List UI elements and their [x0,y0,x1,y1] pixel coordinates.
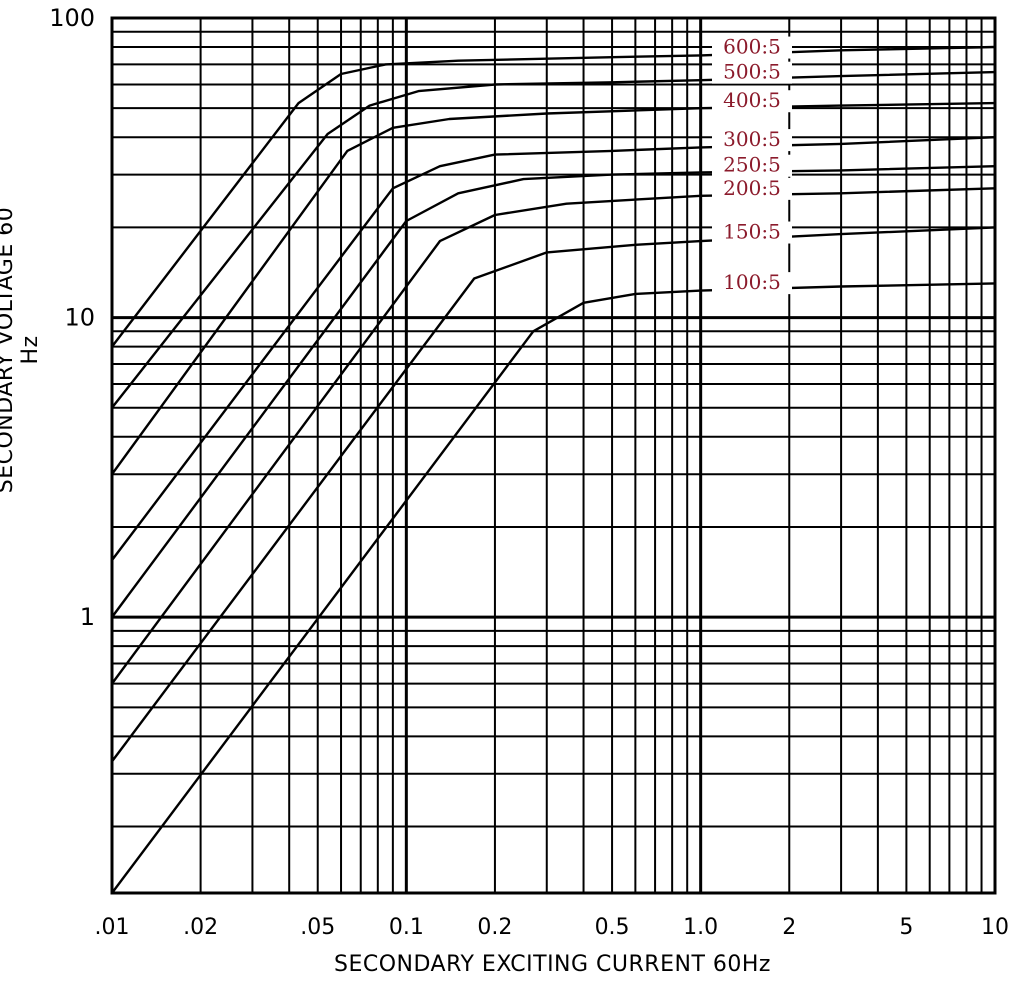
series-label: 150:5 [723,220,781,244]
y-tick-label: 100 [49,4,95,32]
x-tick-label: 10 [981,915,1009,940]
y-tick-label: 1 [80,603,95,631]
x-tick-label: 2 [782,915,796,940]
series-label: 200:5 [723,176,781,200]
series-label-background [712,129,792,152]
curve-100-5 [111,282,996,894]
curve-500-5 [111,70,996,409]
series-label-background [712,154,792,177]
y-tick-label-group: 100 10 1 [49,4,95,631]
x-tick-label: 1.0 [683,915,718,940]
series-label: 300:5 [723,127,781,151]
x-tick-label: 5 [899,915,913,940]
series-label: 100:5 [723,270,781,294]
series-label-background [712,61,792,84]
series-label-background [712,221,792,244]
y-axis-label: SECONDARY VOLTAGE 60 Hz [0,206,43,494]
x-tick-label: 0.2 [477,915,512,940]
series-label: 500:5 [723,60,781,84]
series-label-background [712,36,792,59]
curve-250-5 [111,165,996,618]
grid-minor-lines [112,18,995,893]
x-tick-label: 0.1 [389,915,424,940]
x-tick-label: .01 [95,915,130,940]
x-axis-label: SECONDARY EXCITING CURRENT 60Hz [334,952,771,977]
x-tick-label: .02 [183,915,218,940]
curve-600-5 [111,45,996,348]
series-label-background [712,177,792,200]
series-label-background [712,90,792,113]
series-label: 400:5 [723,88,781,112]
x-tick-label: .05 [300,915,335,940]
curve-150-5 [111,226,996,763]
plot-frame [110,16,997,895]
grid-major-lines [110,18,995,893]
curve-group [111,45,996,894]
series-label: 250:5 [723,153,781,177]
curve-200-5 [111,187,996,685]
series-label: 600:5 [723,35,781,59]
y-tick-label: 10 [64,304,95,332]
series-label-background [712,272,792,295]
curve-400-5 [111,101,996,475]
x-tick-label-group: .01 .02 .05 0.1 0.2 0.5 1.0 2 5 10 [95,915,1009,940]
curve-300-5 [111,136,996,561]
x-tick-label: 0.5 [595,915,630,940]
